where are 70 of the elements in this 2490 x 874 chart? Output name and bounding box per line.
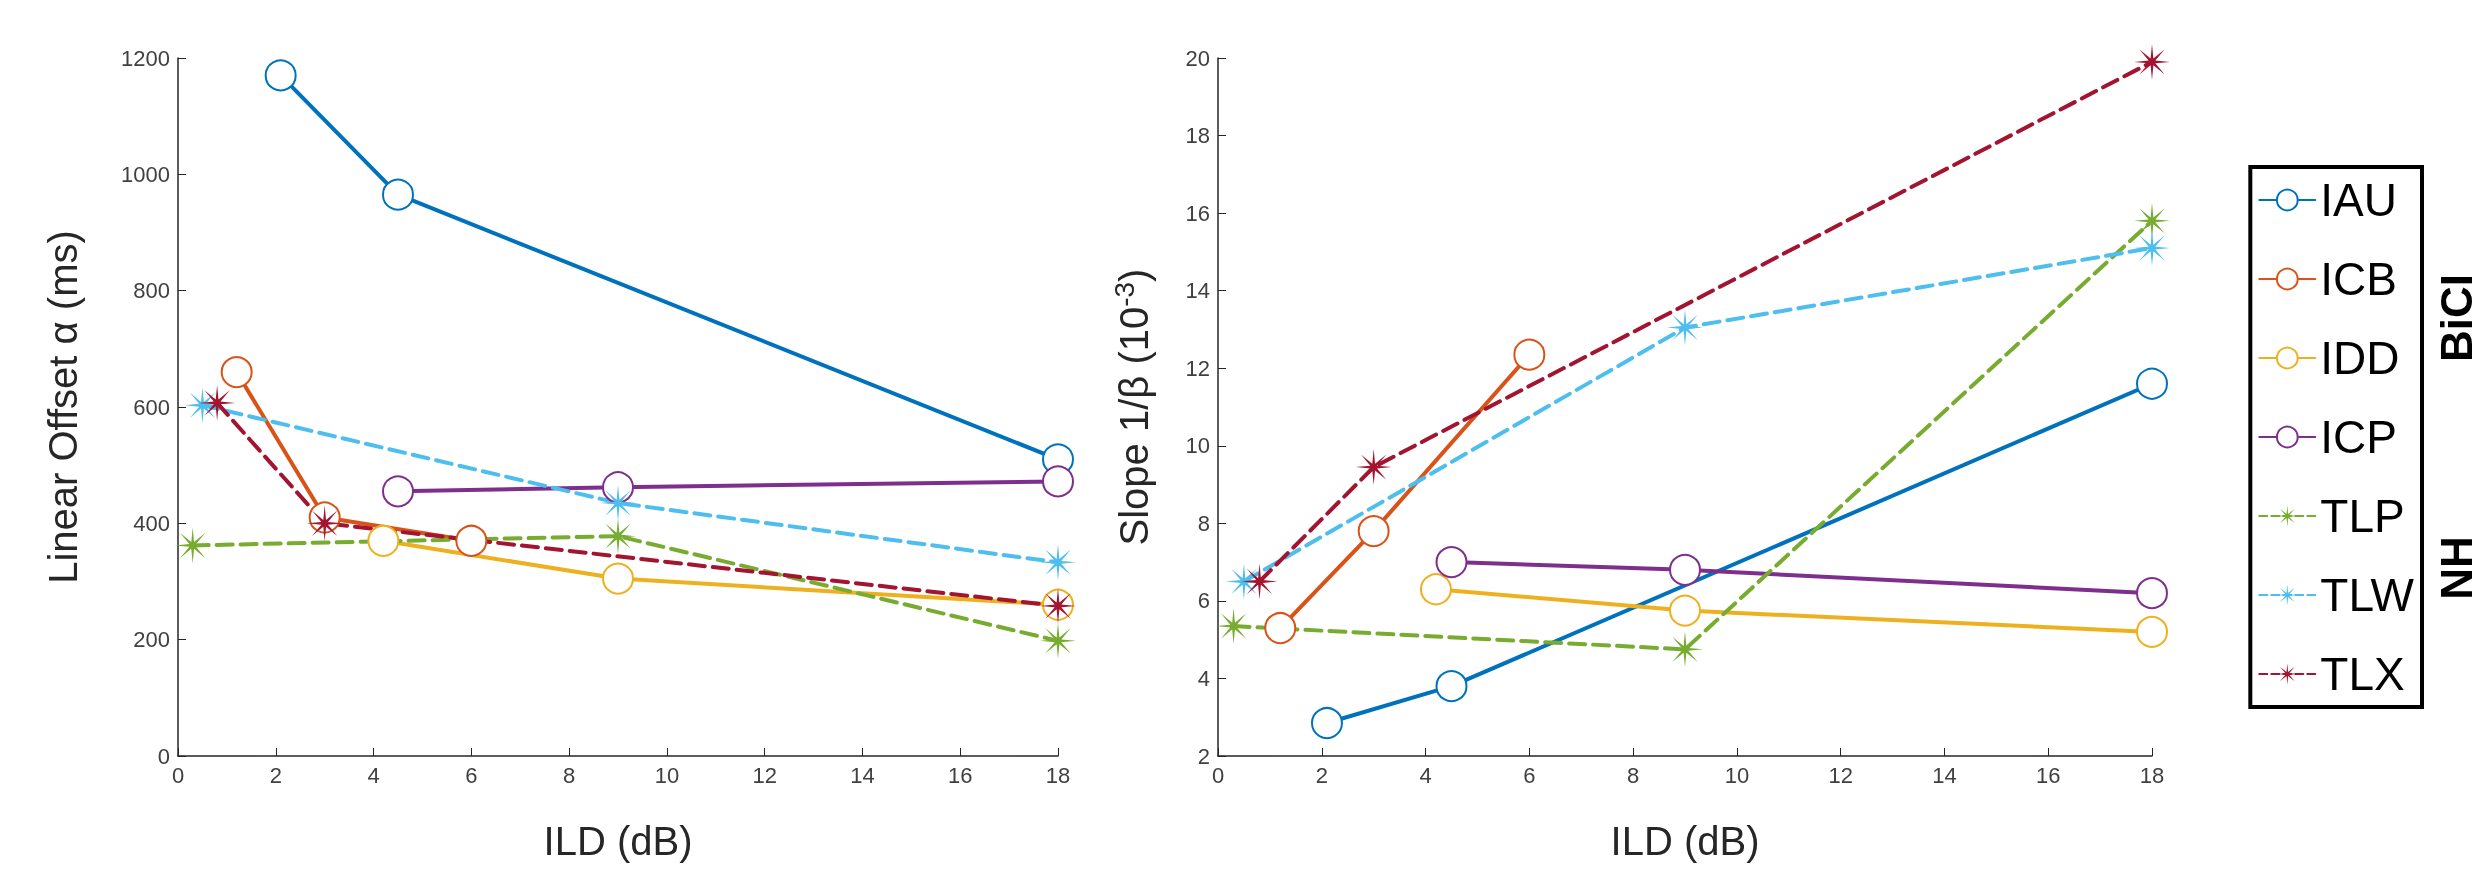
point bbox=[1513, 338, 1546, 371]
point bbox=[1669, 553, 1701, 586]
y-tick-label: 20 bbox=[1185, 45, 1210, 71]
point bbox=[382, 178, 414, 211]
point bbox=[602, 562, 634, 595]
legend-label: IDD bbox=[2320, 332, 2400, 384]
x-tick-label: 18 bbox=[2139, 762, 2165, 788]
point bbox=[1311, 707, 1343, 740]
x-tick-label: 8 bbox=[562, 762, 576, 788]
y-tick-label: 18 bbox=[1185, 123, 1210, 149]
y-tick-label: 1000 bbox=[121, 161, 170, 187]
point bbox=[1435, 670, 1468, 703]
y-tick-label: 1200 bbox=[121, 45, 170, 71]
y-tick-label: 14 bbox=[1185, 278, 1210, 304]
point bbox=[264, 59, 297, 92]
legend-label: IAU bbox=[2320, 174, 2397, 226]
y-axis-title: Linear Offset α (ms) bbox=[41, 230, 85, 584]
point bbox=[1419, 573, 1452, 606]
y-tick-label: 16 bbox=[1185, 200, 1210, 226]
legend-label: TLX bbox=[2320, 648, 2405, 700]
point bbox=[367, 524, 400, 557]
x-tick-label: 12 bbox=[752, 762, 777, 788]
point bbox=[1669, 594, 1701, 627]
x-tick-label: 6 bbox=[465, 762, 478, 788]
x-axis-title: ILD (dB) bbox=[1610, 819, 1760, 863]
point bbox=[1042, 465, 1074, 498]
x-tick-label: 16 bbox=[2035, 762, 2061, 788]
y-tick-label: 8 bbox=[1197, 510, 1210, 536]
y-tick-label: 12 bbox=[1185, 355, 1210, 381]
point bbox=[1435, 546, 1468, 579]
point bbox=[2136, 615, 2168, 648]
y-tick-label: 400 bbox=[133, 510, 170, 536]
legend-label: ICP bbox=[2320, 411, 2397, 463]
point bbox=[1264, 612, 1297, 645]
x-tick-label: 4 bbox=[367, 762, 380, 788]
x-axis-title: ILD (dB) bbox=[543, 819, 693, 863]
x-tick-label: 10 bbox=[654, 762, 680, 788]
x-tick-label: 14 bbox=[850, 762, 875, 788]
y-tick-label: 2 bbox=[1197, 743, 1210, 769]
y-tick-label: 800 bbox=[133, 278, 170, 304]
point bbox=[382, 475, 414, 508]
y-tick-label: 200 bbox=[133, 627, 170, 653]
point bbox=[2136, 577, 2168, 610]
y-tick-label: 0 bbox=[157, 743, 170, 769]
legend-label: TLW bbox=[2320, 569, 2415, 621]
x-tick-label: 10 bbox=[1724, 762, 1750, 788]
point bbox=[1357, 515, 1390, 548]
x-tick-label: 18 bbox=[1045, 762, 1071, 788]
x-tick-label: 2 bbox=[269, 762, 282, 788]
y-tick-label: 600 bbox=[133, 394, 170, 420]
text: NH bbox=[2431, 536, 2481, 600]
y-tick-label: 4 bbox=[1197, 665, 1210, 691]
text: BiCI bbox=[2431, 274, 2481, 362]
point bbox=[1241, 563, 1278, 600]
y-tick-label: 6 bbox=[1197, 588, 1210, 614]
x-tick-label: 16 bbox=[947, 762, 973, 788]
x-tick-label: 4 bbox=[1419, 762, 1432, 788]
x-tick-label: 14 bbox=[1932, 762, 1957, 788]
x-tick-label: 6 bbox=[1523, 762, 1536, 788]
point bbox=[455, 524, 488, 557]
x-tick-label: 2 bbox=[1315, 762, 1328, 788]
x-tick-label: 12 bbox=[1828, 762, 1853, 788]
y-tick-label: 10 bbox=[1185, 433, 1210, 459]
point bbox=[220, 356, 253, 389]
legend-label: ICB bbox=[2320, 253, 2397, 305]
y-axis-title: Slope 1/β (10-3) bbox=[1108, 268, 1156, 546]
point bbox=[306, 505, 343, 542]
point bbox=[2136, 367, 2168, 400]
x-tick-label: 8 bbox=[1626, 762, 1640, 788]
legend-label: TLP bbox=[2320, 490, 2405, 542]
